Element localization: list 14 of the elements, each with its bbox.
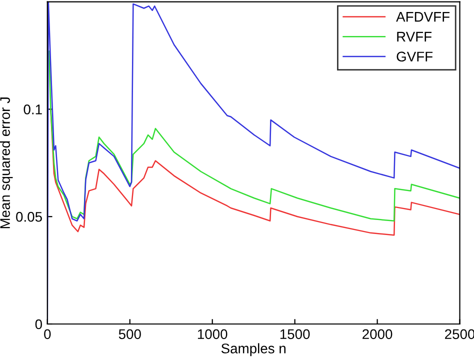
x-tick-label: 0: [44, 329, 51, 340]
y-axis-title: Mean squared error J: [0, 98, 13, 228]
y-tick-label: 0.1: [24, 104, 42, 114]
line-series: [48, 50, 460, 222]
x-axis-title: Samples n: [221, 343, 286, 356]
legend-label: RVFF: [397, 32, 432, 42]
x-tick-label: 1000: [198, 329, 228, 340]
legend-label: GVFF: [396, 52, 433, 62]
x-tick-label: 2000: [362, 329, 392, 340]
x-tick-label: 1500: [280, 329, 310, 340]
y-tick-label: 0: [35, 319, 42, 330]
y-tick-label: 0.05: [16, 212, 42, 222]
legend-label: AFDVFF: [396, 12, 450, 22]
x-tick-label: 500: [118, 329, 141, 340]
